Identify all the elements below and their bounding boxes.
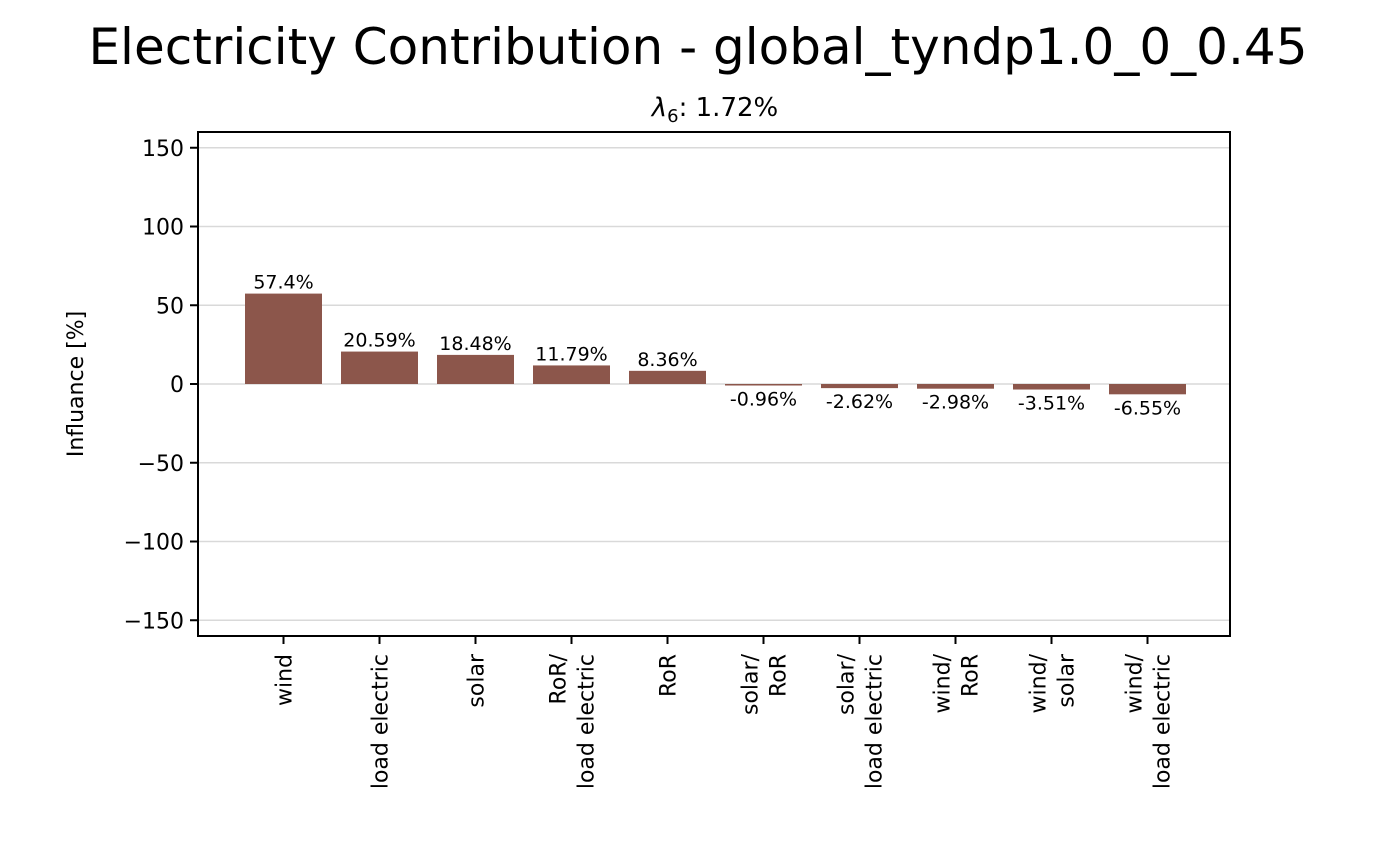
x-tick-label: RoR/ <box>547 653 572 704</box>
x-tick-label: solar <box>465 653 490 708</box>
y-tick-label: 150 <box>142 137 184 162</box>
y-tick-label: 50 <box>156 294 184 319</box>
x-tick-label: wind/ <box>931 653 956 713</box>
y-tick-label: 0 <box>170 373 184 398</box>
bar-value-label: 57.4% <box>253 272 313 294</box>
x-tick-label: RoR <box>767 654 792 697</box>
bar-value-label: -0.96% <box>730 389 797 411</box>
subtitle-symbol: λ <box>650 93 667 123</box>
subtitle-value: : 1.72% <box>679 93 779 123</box>
x-axis-ticks: wind load electric solar RoR/load electric R… <box>273 636 1176 789</box>
bar <box>437 354 514 384</box>
x-tick-label: load electric <box>369 654 394 789</box>
bar <box>1013 384 1090 390</box>
bar <box>821 384 898 389</box>
bars <box>245 293 1186 395</box>
bar-value-label: 20.59% <box>343 330 415 352</box>
bar-value-label: -3.51% <box>1018 393 1085 415</box>
x-tick-label: wind <box>273 654 298 706</box>
bar-value-labels: 57.4% 20.59% 18.48% 11.79% 8.36% -0.96% -2.62%… <box>253 272 1181 420</box>
bar <box>725 384 802 386</box>
x-tick-label: load electric <box>575 654 600 789</box>
bar <box>533 365 610 384</box>
bar <box>1109 384 1186 395</box>
chart-subtitle: λ6: 1.72% <box>650 93 778 127</box>
subtitle-subscript: 6 <box>667 106 678 127</box>
x-tick-label: solar/ <box>835 653 860 715</box>
y-axis-ticks: 150 100 50 0 −50 −100 −150 <box>124 137 198 634</box>
bar <box>245 293 322 384</box>
bar <box>629 370 706 384</box>
y-tick-label: −150 <box>124 609 184 634</box>
x-tick-label: solar <box>1055 653 1080 708</box>
x-tick-label: wind/ <box>1027 653 1052 713</box>
bar <box>917 384 994 389</box>
x-tick-label: wind/ <box>1123 653 1148 713</box>
bar-value-label: 8.36% <box>637 349 697 371</box>
x-tick-label: load electric <box>1151 654 1176 789</box>
x-tick-label: RoR <box>657 654 682 697</box>
bar-value-label: 18.48% <box>439 333 511 355</box>
x-tick-label: solar/ <box>739 653 764 715</box>
y-axis-label: Influance [%] <box>64 311 89 457</box>
chart-title: Electricity Contribution - global_tyndp1… <box>88 18 1307 76</box>
x-tick-label: RoR <box>959 654 984 697</box>
y-tick-label: −50 <box>138 452 184 477</box>
bar-value-label: -6.55% <box>1114 397 1181 419</box>
bar <box>341 351 418 384</box>
x-tick-label: load electric <box>863 654 888 789</box>
bar-value-label: -2.98% <box>922 392 989 414</box>
bar-value-label: 11.79% <box>535 343 607 365</box>
y-tick-label: −100 <box>124 531 184 556</box>
y-tick-label: 100 <box>142 216 184 241</box>
bar-value-label: -2.62% <box>826 391 893 413</box>
